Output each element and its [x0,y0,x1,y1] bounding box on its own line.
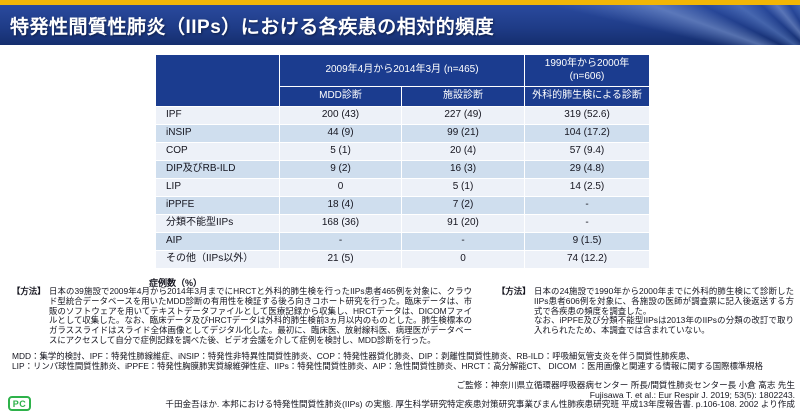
cell-value: 9 (2) [280,160,401,178]
unit-note: 症例数（%） [149,278,203,288]
cell-value: 9 (1.5) [525,232,650,250]
cell-value: - [525,214,650,232]
method-text: 日本の39施設で2009年4月から2014年3月までにHRCTと外科的肺生検を行… [49,286,472,346]
subheader-mdd: MDD診断 [280,87,401,106]
table-corner-cell [156,55,279,106]
cell-value: 16 (3) [402,160,525,178]
row-label: LIP [156,178,279,196]
table-row: iPPFE 18 (4) 7 (2) - [156,196,650,214]
cell-value: 0 [280,178,401,196]
cell-value: 200 (43) [280,106,401,124]
citation-journal: Fujisawa T. et al.: Eur Respir J. 2019; … [589,389,795,400]
cell-value: 99 (21) [402,124,525,142]
row-label: 分類不能型IIPs [156,214,279,232]
row-label: iPPFE [156,196,279,214]
cell-value: 168 (36) [280,214,401,232]
method-label: 【方法】 [497,286,531,296]
cell-value: 74 (12.2) [525,250,650,268]
cell-value: 5 (1) [402,178,525,196]
cell-value: 227 (49) [402,106,525,124]
abbreviation-line: LIP：リンパ球性間質性肺炎、iPPFE：特発性胸膜肺実質線維弾性症、IIPs：… [12,361,763,372]
cell-value: 104 (17.2) [525,124,650,142]
title-band: 特発性間質性肺炎（IIPs）における各疾患の相対的頻度 [0,5,800,45]
row-label: iNSIP [156,124,279,142]
cell-value: 57 (9.4) [525,142,650,160]
subheader-site: 施設診断 [402,87,525,106]
cell-value: 21 (5) [280,250,401,268]
cell-value: - [525,196,650,214]
period2-header: 1990年から2000年 (n=606) [525,55,650,86]
table-row: IPF 200 (43) 227 (49) 319 (52.6) [156,106,650,124]
table-row: DIP及びRB-ILD 9 (2) 16 (3) 29 (4.8) [156,160,650,178]
cell-value: 44 (9) [280,124,401,142]
row-label: IPF [156,106,279,124]
page-title: 特発性間質性肺炎（IIPs）における各疾患の相対的頻度 [10,16,495,38]
cell-value: 29 (4.8) [525,160,650,178]
table-row: iNSIP 44 (9) 99 (21) 104 (17.2) [156,124,650,142]
table-row: AIP - - 9 (1.5) [156,232,650,250]
frequency-table-wrap: 2009年4月から2014年3月 (n=465) 1990年から2000年 (n… [155,54,651,269]
cell-value: 18 (4) [280,196,401,214]
method-text: 日本の24施設で1990年から2000年までに外科的肺生検にて診断したIIPs患… [534,286,794,316]
row-label: COP [156,142,279,160]
row-label: AIP [156,232,279,250]
cell-value: 20 (4) [402,142,525,160]
credits-block: ご監修：神奈川県立循環器呼吸器病センター 所長/間質性肺炎センター長 小倉 髙志… [15,380,795,410]
row-label: その他（IIPs以外） [156,250,279,268]
period2-line1: 1990年から2000年 [544,58,630,69]
pc-logo-badge: PC [8,396,31,411]
supervisor-credit: ご監修：神奈川県立循環器呼吸器病センター 所長/間質性肺炎センター長 小倉 髙志… [456,380,795,390]
citation-report: 千田金吾ほか. 本邦における特発性間質性肺炎(IIPs) の実態. 厚生科学研究… [165,399,795,410]
subheader-surgical: 外科的肺生検による診断 [525,87,650,106]
abbreviation-list: MDD：集学的検討、IPF：特発性肺線維症、iNSIP：特発性非特異性間質性肺炎… [12,351,798,372]
table-header-diagnosis-row: MDD診断 施設診断 外科的肺生検による診断 [156,87,650,106]
method-text-note: なお、iPPFE及び分類不能型IIPsは2013年のIIPsの分類の改訂で取り入… [534,315,794,336]
table-row: LIP 0 5 (1) 14 (2.5) [156,178,650,196]
method-paragraph-right: 【方法】 日本の24施設で1990年から2000年までに外科的肺生検にて診断した… [497,286,794,336]
cell-value: 0 [402,250,525,268]
row-label: DIP及びRB-ILD [156,160,279,178]
table-row: その他（IIPs以外） 21 (5) 0 74 (12.2) [156,250,650,268]
top-accent-stripe [0,0,800,5]
frequency-table: 2009年4月から2014年3月 (n=465) 1990年から2000年 (n… [155,54,651,269]
method-paragraph-left: 【方法】 日本の39施設で2009年4月から2014年3月までにHRCTと外科的… [12,286,472,346]
table-row: 分類不能型IIPs 168 (36) 91 (20) - [156,214,650,232]
cell-value: - [280,232,401,250]
table-row: COP 5 (1) 20 (4) 57 (9.4) [156,142,650,160]
cell-value: - [402,232,525,250]
cell-value: 319 (52.6) [525,106,650,124]
method-label: 【方法】 [12,286,46,296]
period1-header: 2009年4月から2014年3月 (n=465) [280,55,525,86]
table-header-period-row: 2009年4月から2014年3月 (n=465) 1990年から2000年 (n… [156,55,650,106]
cell-value: 5 (1) [280,142,401,160]
period2-line2: (n=606) [569,70,605,82]
abbreviation-line: MDD：集学的検討、IPF：特発性肺線維症、iNSIP：特発性非特異性間質性肺炎… [12,351,695,361]
cell-value: 14 (2.5) [525,178,650,196]
cell-value: 91 (20) [402,214,525,232]
cell-value: 7 (2) [402,196,525,214]
